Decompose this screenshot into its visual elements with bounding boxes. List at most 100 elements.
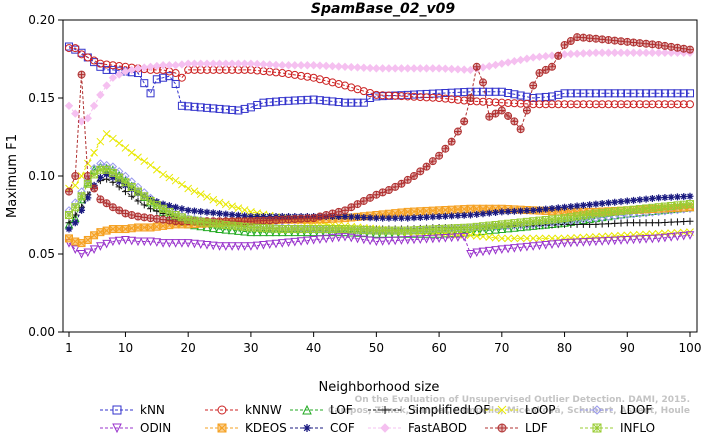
point-marker: [397, 64, 406, 73]
point-marker: [579, 233, 588, 242]
point-marker-cross: [561, 41, 569, 49]
point-marker: [321, 234, 331, 244]
point-marker: [504, 98, 513, 107]
point-marker: [441, 94, 450, 103]
point-marker-cross: [485, 221, 494, 230]
point-marker: [108, 237, 118, 247]
point-marker: [635, 235, 645, 244]
point-marker: [190, 187, 199, 196]
point-marker: [253, 101, 262, 110]
point-marker: [177, 73, 186, 82]
point-marker: [686, 192, 694, 200]
point-marker: [503, 58, 513, 67]
point-marker: [541, 240, 551, 250]
point-marker: [302, 404, 312, 415]
point-marker: [65, 219, 73, 227]
point-marker-cross: [290, 225, 299, 233]
point-marker: [240, 226, 249, 236]
point-marker: [454, 212, 462, 220]
point-marker: [623, 231, 632, 240]
point-marker-cross: [147, 214, 155, 222]
point-marker: [497, 87, 506, 96]
point-marker: [83, 53, 92, 62]
legend-label: LoOP: [525, 403, 556, 417]
point-marker: [215, 242, 224, 251]
legend-label: kNN: [140, 403, 165, 417]
point-marker: [115, 139, 124, 148]
point-marker: [516, 99, 525, 108]
y-tick-label: 0.00: [28, 325, 55, 339]
point-marker: [630, 219, 638, 227]
point-marker: [422, 93, 431, 102]
point-marker-cross: [353, 225, 362, 234]
point-marker: [108, 65, 117, 74]
point-marker: [660, 233, 670, 243]
point-marker: [146, 161, 155, 169]
point-marker: [428, 64, 438, 73]
point-marker: [585, 89, 594, 98]
point-marker: [528, 242, 538, 251]
point-marker: [529, 234, 538, 243]
point-marker: [303, 424, 311, 432]
point-marker: [390, 236, 400, 246]
point-marker-cross: [372, 226, 381, 235]
point-marker: [378, 237, 387, 246]
point-marker: [112, 423, 122, 434]
point-marker-cross: [523, 218, 531, 226]
point-marker: [215, 198, 224, 207]
watermark-text: On the Evaluation of Unsupervised Outlie…: [355, 395, 690, 405]
point-marker-cross: [667, 202, 676, 210]
point-marker-cross: [579, 211, 588, 220]
point-marker: [535, 241, 544, 251]
point-marker-cross: [604, 208, 613, 217]
point-marker-cross: [585, 210, 594, 219]
point-marker: [616, 236, 626, 245]
point-marker: [259, 60, 268, 69]
point-marker-cross: [422, 225, 431, 234]
point-marker: [259, 98, 268, 107]
point-marker: [346, 233, 356, 243]
point-marker: [78, 206, 86, 214]
point-marker-cross: [680, 45, 688, 53]
point-marker: [365, 236, 375, 246]
point-marker: [340, 62, 350, 72]
point-marker: [528, 53, 538, 62]
point-marker: [65, 44, 73, 53]
point-marker: [171, 79, 180, 88]
point-marker-cross: [497, 220, 506, 229]
point-marker-cross: [265, 224, 274, 233]
point-marker: [384, 236, 394, 246]
point-marker-cross: [504, 219, 512, 228]
point-marker: [586, 201, 594, 209]
y-axis-label: Maximum F1: [5, 134, 20, 218]
point-marker-cross: [516, 218, 525, 227]
point-marker: [221, 225, 231, 234]
point-marker: [215, 224, 224, 234]
point-marker-cross: [498, 106, 506, 114]
point-marker: [503, 244, 513, 254]
point-marker-cross: [71, 172, 79, 180]
point-marker: [159, 73, 168, 82]
point-marker: [680, 218, 688, 226]
point-marker-cross: [109, 203, 117, 211]
point-marker: [597, 48, 607, 57]
point-marker-cross: [127, 183, 136, 191]
point-marker-cross: [416, 167, 424, 175]
point-marker: [479, 232, 487, 241]
plot-area: 0.00 0.05 0.10 0.15 0.20 1 10 20 30 40 50 60 70 80 90…: [28, 13, 701, 355]
legend-label: INFLO: [620, 421, 655, 434]
point-marker-cross: [140, 192, 149, 201]
point-marker: [83, 248, 93, 258]
point-marker: [617, 231, 625, 240]
point-marker: [473, 210, 481, 218]
point-marker: [102, 81, 111, 90]
series-layer: [64, 33, 695, 259]
point-marker-cross: [397, 180, 405, 188]
point-marker-cross: [661, 202, 669, 211]
point-marker-cross: [428, 225, 437, 234]
point-marker: [290, 237, 300, 247]
point-marker-cross: [435, 225, 443, 233]
point-marker: [610, 236, 620, 246]
point-marker: [510, 207, 518, 215]
point-marker: [347, 98, 356, 107]
